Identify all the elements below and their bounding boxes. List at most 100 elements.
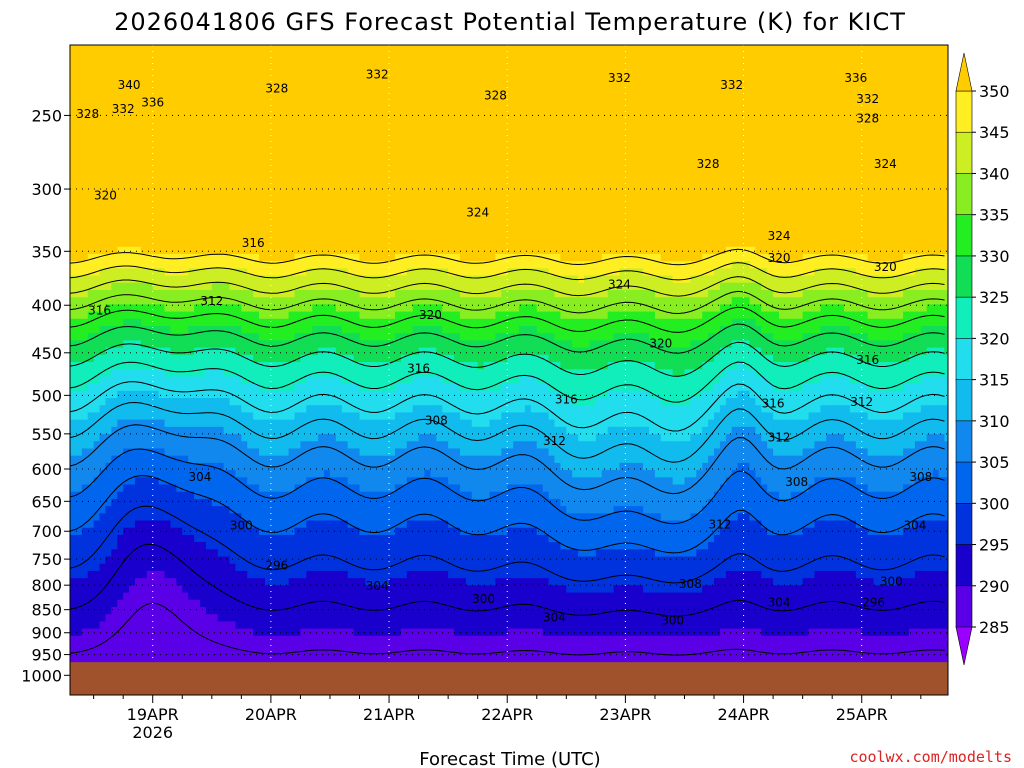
temperature-band-cell [294,109,302,118]
temperature-band-cell [335,347,343,356]
temperature-band-cell [211,405,219,414]
temperature-band-cell [294,124,302,133]
temperature-band-cell [359,426,367,435]
temperature-band-cell [300,506,307,514]
temperature-band-cell [371,570,378,579]
temperature-band-cell [259,513,266,522]
temperature-band-cell [75,462,83,471]
temperature-band-cell [99,635,107,644]
temperature-band-cell [264,455,272,464]
temperature-band-cell [93,354,101,363]
temperature-band-cell [276,513,284,522]
temperature-band-cell [182,498,189,507]
temperature-band-cell [324,261,331,269]
temperature-band-cell [217,145,225,154]
temperature-band-cell [247,253,254,262]
temperature-band-cell [359,606,367,615]
temperature-band-cell [87,506,95,514]
temperature-band-cell [194,426,201,435]
temperature-band-cell [188,542,195,550]
temperature-band-cell [223,117,231,125]
temperature-band-cell [270,657,278,666]
temperature-band-cell [205,556,213,565]
temperature-band-cell [123,318,130,327]
temperature-band-cell [164,131,172,140]
temperature-band-cell [282,275,290,284]
temperature-band-cell [140,556,148,565]
temperature-band-cell [264,592,272,601]
temperature-band-cell [306,441,313,450]
temperature-band-cell [146,210,154,219]
temperature-band-cell [105,189,112,197]
temperature-band-cell [270,261,278,269]
temperature-band-cell [229,318,237,327]
temperature-band-cell [300,304,307,313]
temperature-band-cell [123,441,130,450]
temperature-band-cell [223,52,231,60]
temperature-band-cell [117,347,124,356]
temperature-band-cell [87,556,95,565]
temperature-band-cell [264,189,272,197]
temperature-band-cell [176,434,183,442]
temperature-band-cell [253,614,260,622]
temperature-band-cell [300,434,307,442]
temperature-band-cell [389,145,396,154]
temperature-band-cell [134,102,142,111]
temperature-band-cell [99,405,107,414]
temperature-band-cell [353,542,361,550]
temperature-band-cell [146,470,154,478]
temperature-band-cell [371,347,378,356]
temperature-band-cell [259,592,266,601]
temperature-band-cell [241,412,248,421]
temperature-band-cell [164,376,172,385]
temperature-band-cell [276,160,284,169]
temperature-band-cell [241,405,248,414]
temperature-band-cell [93,304,101,313]
temperature-band-cell [158,484,166,493]
temperature-band-cell [276,333,284,341]
temperature-band-cell [81,376,89,385]
temperature-band-cell [211,52,219,60]
temperature-band-cell [329,333,337,341]
temperature-band-cell [383,606,390,615]
temperature-band-cell [235,102,242,111]
temperature-band-cell [247,556,254,565]
temperature-band-cell [282,570,290,579]
temperature-band-cell [253,45,260,53]
temperature-band-cell [335,462,343,471]
temperature-band-cell [241,491,248,500]
temperature-band-cell [117,253,124,262]
temperature-band-cell [140,643,148,651]
temperature-band-cell [146,124,154,133]
temperature-band-cell [306,167,313,176]
temperature-band-cell [383,570,390,579]
temperature-band-cell [353,333,361,341]
temperature-band-cell [294,117,302,125]
temperature-band-cell [300,340,307,349]
temperature-band-cell [335,477,343,486]
temperature-band-cell [365,578,372,586]
temperature-band-cell [259,138,266,147]
temperature-band-cell [117,412,124,421]
temperature-band-cell [276,109,284,118]
temperature-band-cell [134,239,142,248]
temperature-band-cell [81,643,89,651]
temperature-band-cell [371,210,378,219]
temperature-band-cell [335,189,343,197]
temperature-band-cell [81,196,89,205]
temperature-band-cell [389,426,396,435]
temperature-band-cell [217,124,225,133]
temperature-band-cell [371,138,378,147]
temperature-band-cell [134,289,142,298]
temperature-band-cell [282,527,290,536]
temperature-band-cell [170,376,177,385]
temperature-band-cell [81,225,89,233]
temperature-band-cell [217,506,225,514]
temperature-band-cell [117,362,124,370]
temperature-band-cell [129,59,136,68]
temperature-band-cell [123,376,130,385]
temperature-band-cell [253,181,260,190]
temperature-band-cell [288,109,296,118]
temperature-band-cell [117,95,124,104]
temperature-band-cell [229,325,237,334]
